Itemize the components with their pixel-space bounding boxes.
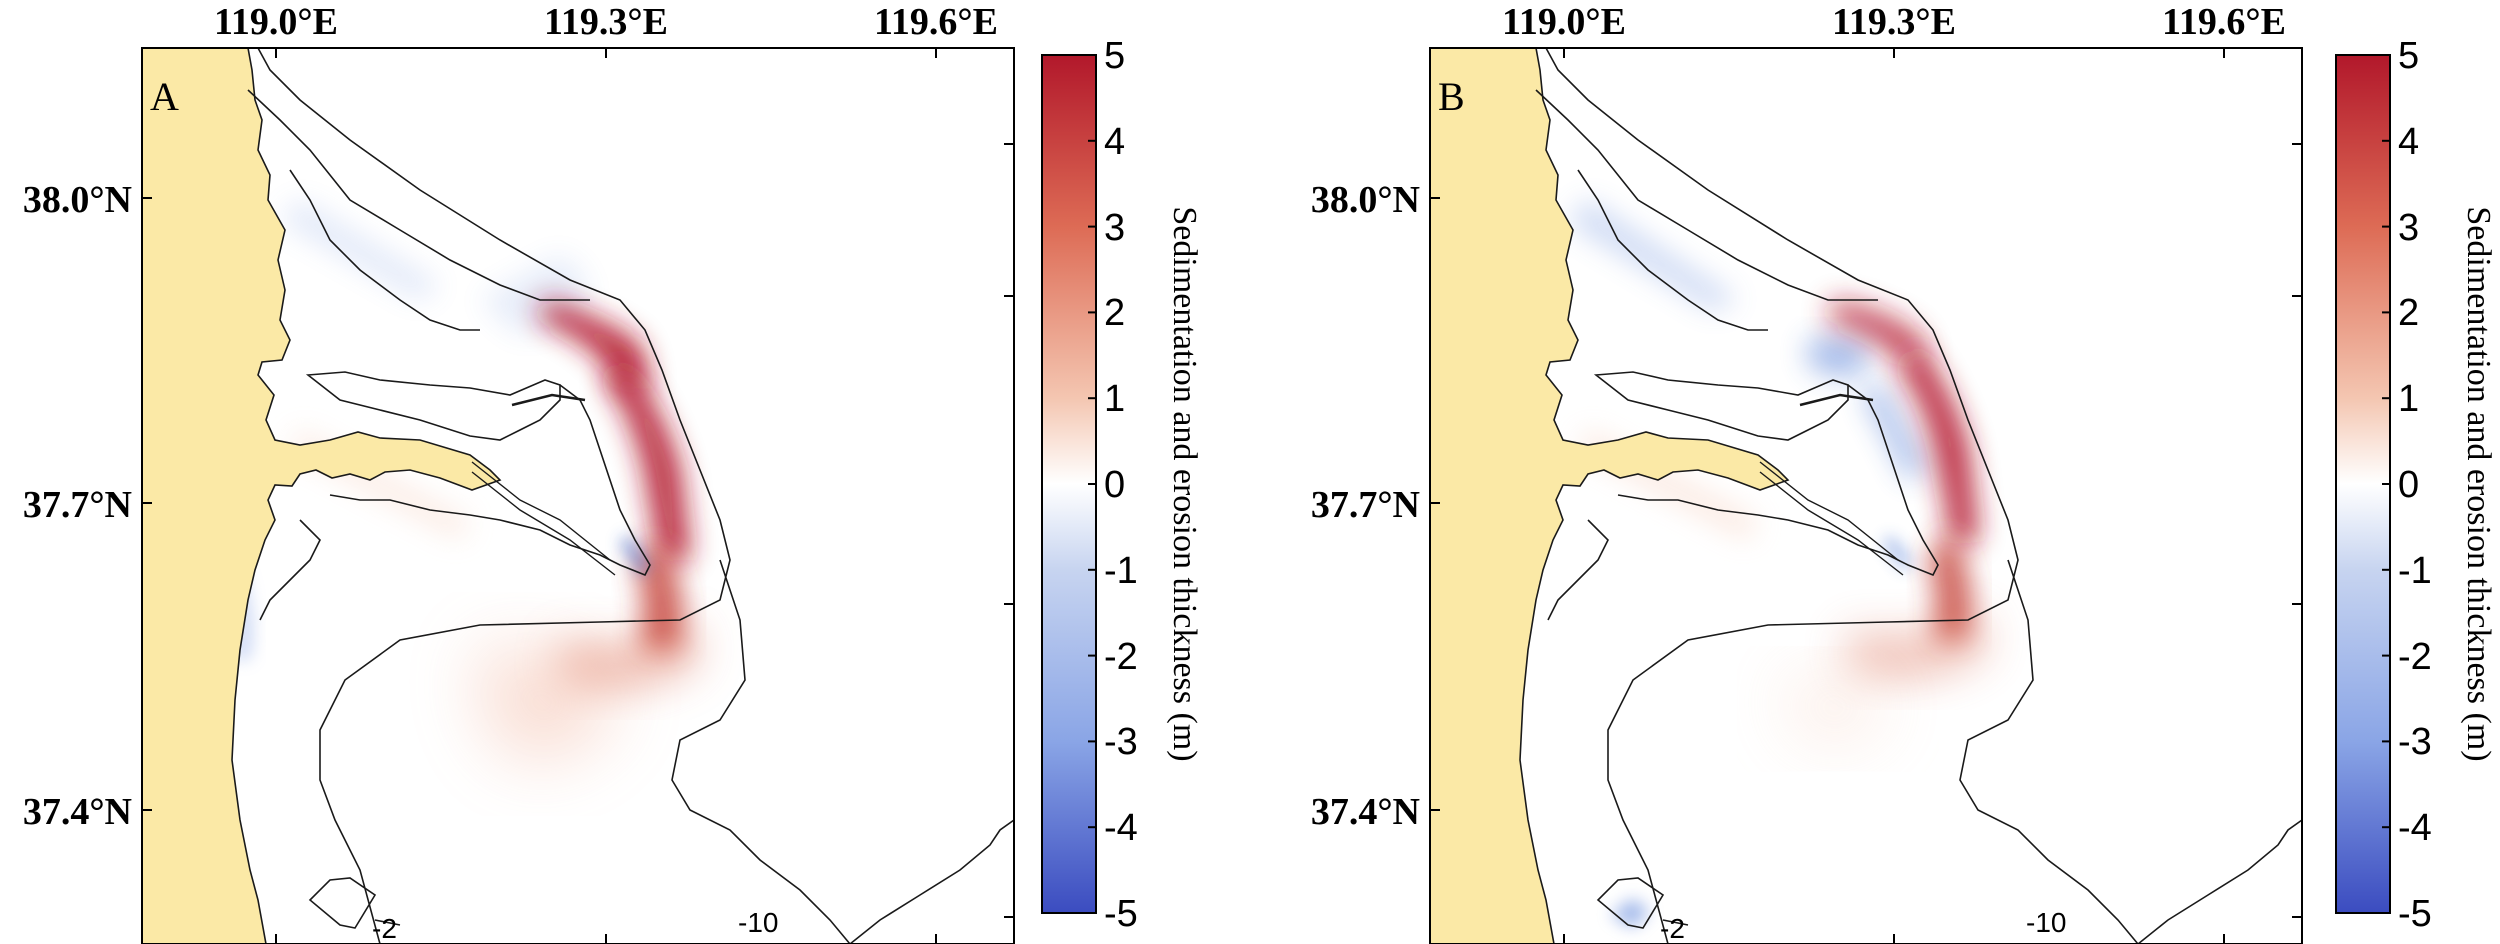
- colorbar-tick: -3: [2398, 721, 2432, 763]
- axis-ticks: [1430, 48, 2302, 944]
- colorbar-tick: 5: [1104, 35, 1125, 77]
- colorbar-tick: -3: [1104, 721, 1138, 763]
- colorbar-tick: 0: [1104, 464, 1125, 506]
- land-mainland: [142, 48, 502, 944]
- lon-tick-label: 119.6°E: [2162, 1, 2286, 43]
- lon-tick-label: 119.6°E: [874, 1, 998, 43]
- sea-area: [1430, 48, 2302, 944]
- colorbar-tick: 1: [2398, 378, 2419, 420]
- map-frame: [1429, 47, 2303, 944]
- lon-tick-label: 119.0°E: [214, 1, 338, 43]
- colorbar-tick: -2: [2398, 636, 2432, 678]
- colorbar-tick: 2: [2398, 292, 2419, 334]
- colorbar-gradient: [2335, 54, 2391, 914]
- colorbar-tick: -4: [2398, 807, 2432, 849]
- contour-label-10: -10: [738, 907, 778, 938]
- colorbar-tick: 0: [2398, 464, 2419, 506]
- contour-label-2: -2: [1660, 913, 1685, 944]
- colorbar-tick: 3: [1104, 207, 1125, 249]
- colorbar-tick: 4: [2398, 121, 2419, 163]
- sedimentation-field: [1568, 200, 1988, 928]
- colorbar-tick: 4: [1104, 121, 1125, 163]
- colorbar-tick: 5: [2398, 35, 2419, 77]
- land-mainland: [1430, 48, 1790, 944]
- colorbar-tick: 1: [1104, 378, 1125, 420]
- lat-tick-label: 38.0°N: [23, 179, 132, 221]
- sea-area: [142, 48, 1014, 944]
- colorbar-a: 5 4 3 2 1 0 -1 -2 -3 -4 -5 Sedimentation…: [1041, 35, 1203, 935]
- colorbar-tick: -1: [1104, 550, 1138, 592]
- colorbar-tick: -5: [2398, 893, 2432, 935]
- colorbar-b: 5 4 3 2 1 0 -1 -2 -3 -4 -5 Sedimentation…: [2335, 35, 2497, 935]
- map-frame: [141, 47, 1015, 944]
- colorbar-tick: 3: [2398, 207, 2419, 249]
- lat-tick-label: 38.0°N: [1311, 179, 1420, 221]
- lat-tick-label: 37.7°N: [1311, 484, 1420, 526]
- lon-tick-label: 119.3°E: [544, 1, 668, 43]
- colorbar-tick: -2: [1104, 636, 1138, 678]
- contour-label-10: -10: [2026, 907, 2066, 938]
- contour-label-2: -2: [372, 913, 397, 944]
- colorbar-title: Sedimentation and erosion thickness (m): [2460, 206, 2497, 761]
- panel-a: -2 -10 119.0°E 119.3°E 119.6°E 38.0°N 37…: [23, 1, 1203, 944]
- panel-label: B: [1438, 74, 1465, 119]
- coastline-contours: [1535, 48, 2302, 944]
- coastline-contours: [247, 48, 1014, 944]
- colorbar-tick: 2: [1104, 292, 1125, 334]
- colorbar-tick: -5: [1104, 893, 1138, 935]
- colorbar-title: Sedimentation and erosion thickness (m): [1166, 206, 1203, 761]
- panel-b: -2 -10 119.0°E 119.3°E 119.6°E 38.0°N 37…: [1311, 1, 2497, 944]
- axis-ticks: [142, 48, 1014, 944]
- lon-tick-label: 119.0°E: [1502, 1, 1626, 43]
- lat-tick-label: 37.4°N: [1311, 791, 1420, 833]
- colorbar-gradient: [1041, 54, 1097, 914]
- lat-tick-label: 37.7°N: [23, 484, 132, 526]
- lat-tick-label: 37.4°N: [23, 791, 132, 833]
- colorbar-tick: -1: [2398, 550, 2432, 592]
- lon-tick-label: 119.3°E: [1832, 1, 1956, 43]
- panel-label: A: [150, 74, 179, 119]
- colorbar-tick: -4: [1104, 807, 1138, 849]
